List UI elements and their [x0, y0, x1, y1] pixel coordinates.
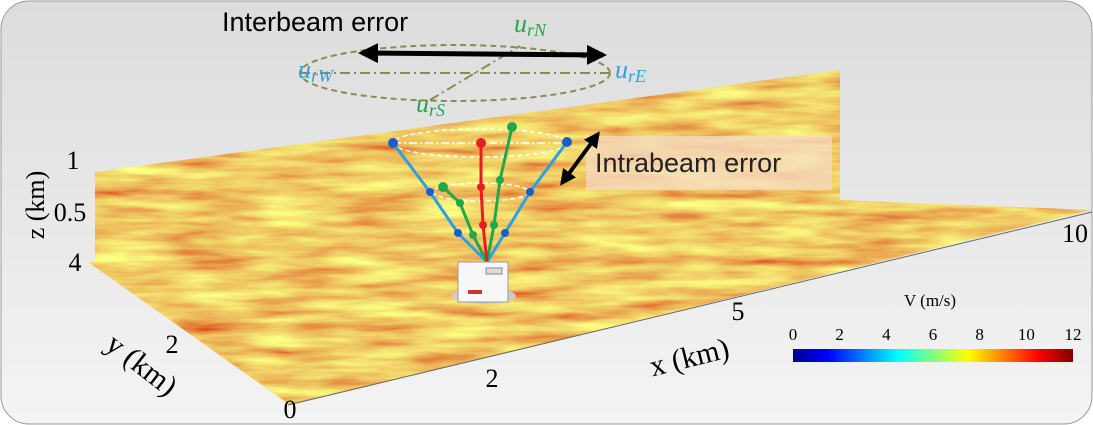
- colorbar-tick-label: 2: [835, 325, 844, 344]
- colorbar: [793, 349, 1073, 362]
- beam-base: u: [416, 89, 429, 118]
- x-tick-label: 5: [732, 297, 745, 326]
- beam-base: u: [514, 9, 527, 38]
- z-tick-label: 0.5: [54, 198, 87, 227]
- beam-base: u: [615, 55, 628, 84]
- x-tick-label: 2: [486, 364, 499, 393]
- intrabeam-label: Intrabeam error: [595, 148, 781, 178]
- colorbar-label: V (m/s): [904, 291, 956, 310]
- colorbar-tick-label: 6: [929, 325, 938, 344]
- beam-sub: rW: [311, 66, 335, 86]
- beam-sub: rE: [628, 66, 646, 86]
- y-tick-label: 4: [69, 248, 82, 277]
- x-tick-label: 10: [1062, 219, 1088, 248]
- figure: Intrabeam error Interbeam error urN urW …: [0, 0, 1093, 425]
- z-axis-label: z (km): [21, 171, 50, 240]
- beam-sub: rS: [429, 100, 445, 120]
- beam-base: u: [298, 55, 311, 84]
- z-tick-label: 1: [67, 146, 80, 175]
- colorbar-tick-label: 10: [1018, 325, 1035, 344]
- colorbar-tick-label: 8: [975, 325, 984, 344]
- colorbar-tick-label: 12: [1065, 325, 1082, 344]
- colorbar-tick-label: 0: [789, 325, 798, 344]
- lidar-device: [452, 262, 516, 304]
- interbeam-arrow: [362, 53, 603, 55]
- y-tick-label: 0: [284, 395, 297, 424]
- beam-sub: rN: [527, 20, 547, 40]
- y-tick-label: 2: [166, 330, 179, 359]
- interbeam-label: Interbeam error: [222, 7, 408, 37]
- colorbar-tick-label: 4: [882, 325, 891, 344]
